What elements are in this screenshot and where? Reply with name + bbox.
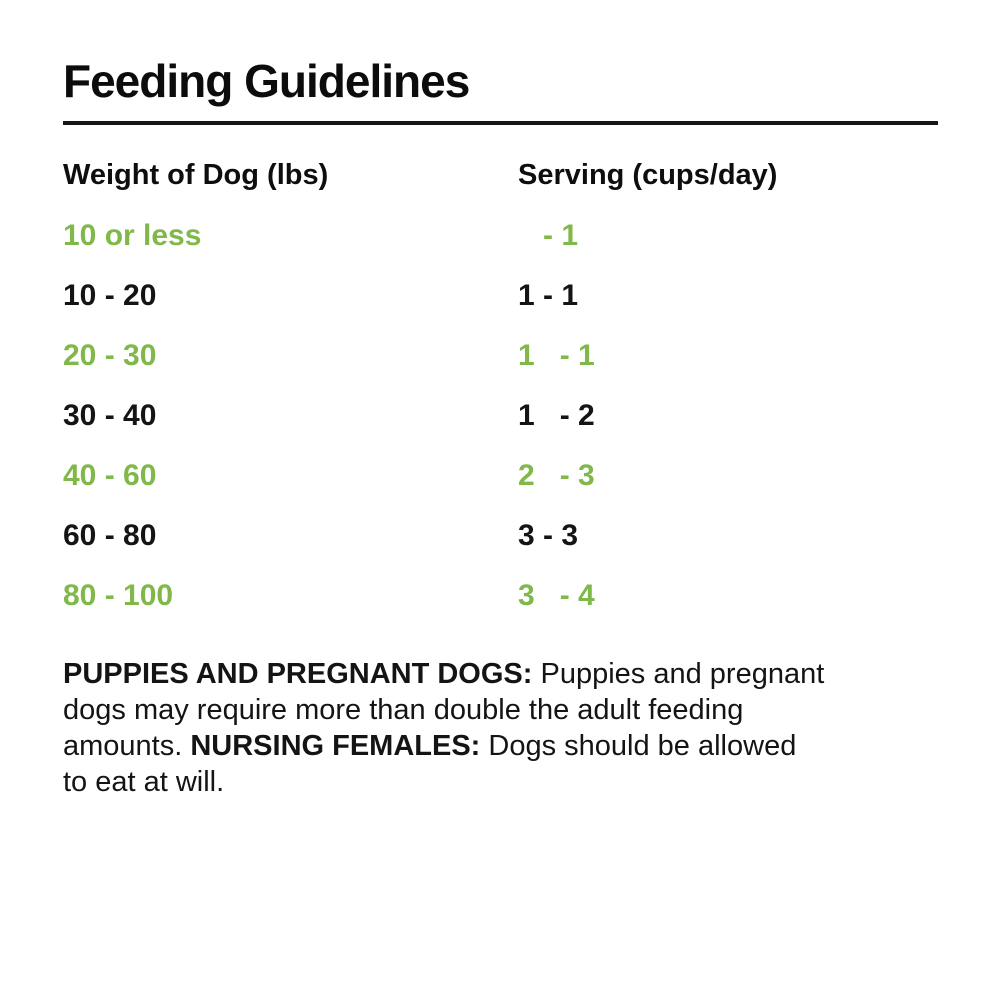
note-line: to eat at will. <box>63 764 937 800</box>
table-rows: 10 or less - 1 10 - 20 1 - 1 20 - 30 1 -… <box>63 206 937 626</box>
table-row: 80 - 100 3 - 4 <box>63 566 937 626</box>
column-header-serving: Serving (cups/day) <box>518 158 778 191</box>
page-title: Feeding Guidelines <box>63 55 470 107</box>
weight-cell: 20 - 30 <box>63 338 157 372</box>
note-line: PUPPIES AND PREGNANT DOGS: Puppies and p… <box>63 656 937 692</box>
weight-cell: 10 - 20 <box>63 278 157 312</box>
note-heading-puppies: PUPPIES AND PREGNANT DOGS: <box>63 657 533 690</box>
note-text: dogs may require more than double the ad… <box>63 693 744 726</box>
note-heading-nursing: NURSING FEMALES: <box>190 729 481 762</box>
table-row: 60 - 80 3 - 3 <box>63 506 937 566</box>
title-divider <box>63 120 938 125</box>
serving-cell: 1 - 1 <box>518 278 579 312</box>
weight-cell: 60 - 80 <box>63 518 157 552</box>
note-line: dogs may require more than double the ad… <box>63 692 937 728</box>
serving-cell: - 1 <box>518 218 579 252</box>
note-text: Puppies and pregnant <box>532 657 825 690</box>
table-row: 10 or less - 1 <box>63 206 937 266</box>
weight-cell: 40 - 60 <box>63 458 157 492</box>
column-header-weight: Weight of Dog (lbs) <box>63 158 329 191</box>
serving-cell: 3 - 4 <box>518 578 595 612</box>
serving-cell: 1 - 1 <box>518 338 595 372</box>
note-text: amounts. <box>63 729 191 762</box>
weight-cell: 30 - 40 <box>63 398 157 432</box>
serving-cell: 3 - 3 <box>518 518 579 552</box>
serving-cell: 2 - 3 <box>518 458 595 492</box>
serving-cell: 1 - 2 <box>518 398 595 432</box>
table-row: 40 - 60 2 - 3 <box>63 446 937 506</box>
feeding-table: Weight of Dog (lbs) Serving (cups/day) 1… <box>63 159 937 626</box>
note-text: Dogs should be allowed <box>480 729 797 762</box>
table-header-row: Weight of Dog (lbs) Serving (cups/day) <box>63 159 937 192</box>
note-line: amounts. NURSING FEMALES: Dogs should be… <box>63 728 937 764</box>
weight-cell: 80 - 100 <box>63 578 174 612</box>
table-row: 10 - 20 1 - 1 <box>63 266 937 326</box>
feeding-note: PUPPIES AND PREGNANT DOGS: Puppies and p… <box>63 656 937 800</box>
weight-cell: 10 or less <box>63 218 202 252</box>
table-row: 20 - 30 1 - 1 <box>63 326 937 386</box>
table-row: 30 - 40 1 - 2 <box>63 386 937 446</box>
note-text: to eat at will. <box>63 765 225 798</box>
